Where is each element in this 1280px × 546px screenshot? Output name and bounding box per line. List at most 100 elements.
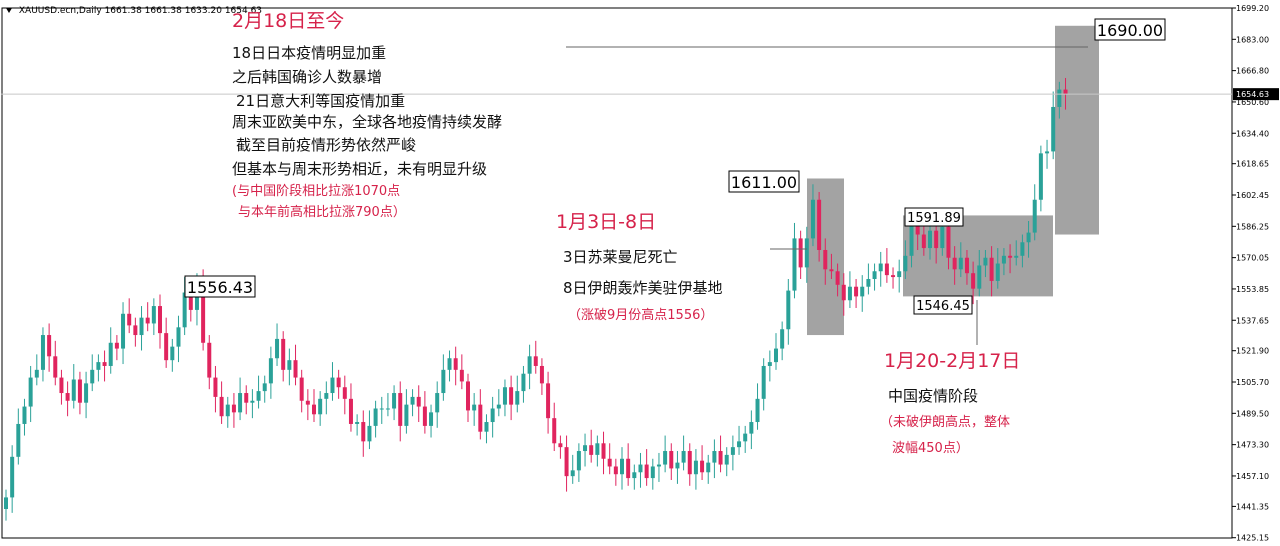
candle-body (1038, 153, 1043, 200)
candle-body (706, 462, 711, 473)
candle-body (355, 422, 360, 424)
chevron-down-icon[interactable] (6, 8, 12, 13)
candle-body (410, 396, 415, 405)
candle-body (392, 393, 397, 409)
candle-body (650, 466, 655, 479)
y-tick-label: 1683.00 (1236, 35, 1269, 44)
candle-body (459, 369, 464, 382)
candle-body (620, 458, 624, 475)
candle-body (385, 408, 390, 410)
candle-body (761, 365, 766, 399)
candle-body (946, 226, 951, 258)
candle-body (299, 377, 304, 401)
candle-body (1051, 106, 1056, 152)
candle-body (348, 398, 353, 424)
candle-body (151, 306, 156, 324)
candle-body (114, 342, 119, 349)
jan20-note: （未破伊朗高点，整体 (880, 415, 1011, 430)
candle-body (293, 360, 298, 378)
candle-body (84, 383, 89, 403)
candle-body (1063, 89, 1068, 95)
candle-body (712, 451, 717, 463)
price-label-box (904, 207, 964, 227)
jan3-line: 3日苏莱曼尼死亡 (563, 248, 678, 266)
price-label: 1690.00 (1097, 21, 1163, 40)
candle-body (158, 306, 162, 334)
candle-body (133, 325, 138, 336)
candle-body (872, 271, 877, 279)
candle-body (213, 377, 218, 397)
candle-body (644, 464, 649, 479)
price-label: 1611.00 (731, 173, 797, 192)
candle-body (139, 317, 144, 336)
candle-body (749, 422, 754, 434)
candle-body (755, 398, 760, 423)
candle-body (626, 458, 631, 479)
candle-body (552, 418, 557, 444)
jan3-note: （涨破9月份高点1556） (568, 308, 714, 323)
candle-body (995, 263, 1000, 281)
y-tick-label: 1586.25 (1236, 222, 1269, 231)
candle-body (958, 257, 963, 270)
candle-body (693, 460, 698, 475)
candle-body (613, 466, 618, 475)
candle-body (669, 451, 674, 469)
candle-body (287, 360, 292, 370)
candle-body (823, 249, 828, 270)
candle-body (583, 445, 588, 452)
candle-body (767, 362, 772, 366)
candle-body (1020, 242, 1025, 256)
candle-body (318, 398, 323, 415)
candle-body (786, 290, 791, 330)
price-label-box (913, 295, 973, 315)
candle-body (250, 400, 255, 403)
candle-body (466, 381, 470, 411)
candle-body (576, 451, 581, 471)
candle-body (983, 257, 988, 266)
candle-body (22, 406, 27, 424)
candle-body (281, 338, 286, 370)
y-tick-label: 1505.70 (1236, 378, 1269, 387)
candle-body (1032, 199, 1037, 233)
candle-body (847, 286, 852, 301)
y-tick-label: 1666.80 (1236, 67, 1269, 76)
candle-body (743, 433, 748, 442)
candle-body (989, 257, 994, 281)
candle-body (262, 383, 267, 392)
candle-body (730, 447, 735, 455)
candle-body (1001, 255, 1006, 264)
candle-body (934, 230, 939, 249)
candle-body (59, 377, 64, 394)
candle-body (509, 387, 514, 405)
y-tick-label: 1425.15 (1236, 534, 1269, 542)
candle-body (312, 404, 316, 415)
candle-body (570, 470, 575, 477)
candle-body (952, 257, 957, 270)
candle-body (453, 358, 458, 370)
candle-body (4, 497, 8, 510)
candle-body (324, 393, 329, 399)
candle-body (219, 396, 224, 417)
candle-body (595, 443, 600, 455)
candle-body (484, 422, 489, 432)
candle-body (977, 265, 982, 289)
y-tick-label: 1650.60 (1236, 98, 1269, 107)
candle-body (108, 342, 113, 366)
y-tick-label: 1634.40 (1236, 129, 1269, 138)
candle-body (145, 317, 150, 324)
candle-body (40, 335, 45, 370)
candle-body (53, 356, 58, 378)
y-tick-label: 1489.50 (1236, 409, 1269, 418)
candle-body (102, 362, 107, 366)
candle-body (687, 451, 692, 475)
candle-body (663, 451, 668, 465)
candle-body (1057, 89, 1062, 107)
candle-body (10, 456, 15, 498)
candle-body (539, 365, 544, 384)
candle-body (238, 393, 243, 413)
candle-body (897, 271, 902, 278)
candle-body (71, 379, 76, 401)
candle-body (737, 441, 742, 448)
feb18-line: 截至目前疫情形势依然严峻 (236, 136, 417, 154)
